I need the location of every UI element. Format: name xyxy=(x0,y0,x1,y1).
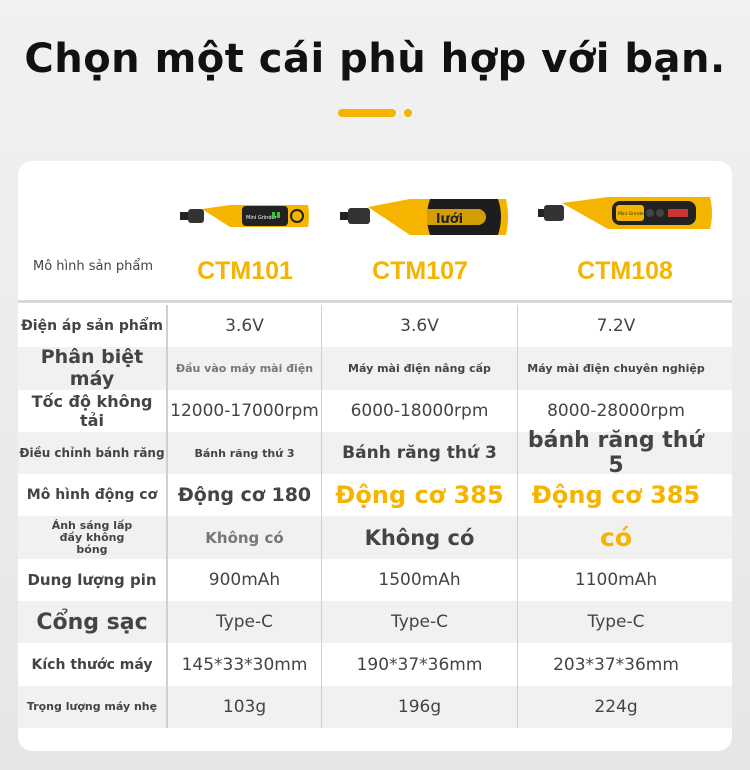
cell: 8000-28000rpm xyxy=(547,400,685,421)
cell: 203*37*36mm xyxy=(553,654,679,675)
table-row: Cổng sạc Type-C Type-C Type-C xyxy=(18,601,732,644)
cell: Không có xyxy=(168,516,322,559)
cell: 7.2V xyxy=(596,316,636,337)
table-row: Dung lượng pin 900mAh 1500mAh 1100mAh xyxy=(18,558,732,602)
table-row: Điều chỉnh bánh răng Bánh răng thứ 3 Bán… xyxy=(18,428,732,479)
header-label: Mô hình sản phẩm xyxy=(33,259,153,274)
table-row: Trọng lượng máy nhẹ 103g 196g 224g xyxy=(18,685,732,728)
ctm101-product-image: Mini Grinder xyxy=(180,205,309,227)
row-label: Ánh sáng lấp đầy không bóng xyxy=(18,516,168,559)
cell: Type-C xyxy=(322,601,518,644)
row-label: Dung lượng pin xyxy=(18,558,168,602)
cell: 1100mAh xyxy=(574,569,658,590)
cell: 3.6V xyxy=(168,305,322,348)
cell: 190*37*36mm xyxy=(322,643,518,686)
row-label: Điện áp sản phẩm xyxy=(18,305,168,348)
row-label: Kích thước máy xyxy=(18,643,168,686)
model-ctm107: CTM107 xyxy=(372,257,468,285)
row-label: Phân biệt máy xyxy=(18,346,168,390)
row-label: Trọng lượng máy nhẹ xyxy=(18,685,168,728)
row-label: Mô hình động cơ xyxy=(18,474,168,517)
cell: Máy mài điện chuyên nghiệp xyxy=(527,361,705,375)
table-row: Kích thước máy 145*33*30mm 190*37*36mm 2… xyxy=(18,643,732,686)
ctm107-product-image: lưới xyxy=(340,199,508,235)
cell: 12000-17000rpm xyxy=(168,389,322,432)
model-ctm108: CTM108 xyxy=(577,257,673,285)
table-row: Điện áp sản phẩm 3.6V 3.6V 7.2V xyxy=(18,305,732,348)
accent-dot xyxy=(404,109,412,117)
cell: 145*33*30mm xyxy=(168,643,322,686)
model-ctm101: CTM101 xyxy=(197,257,293,285)
cell: Động cơ 180 xyxy=(168,474,322,517)
cell: 3.6V xyxy=(322,305,518,348)
cell: 224g xyxy=(594,696,638,717)
table-row: Mô hình động cơ Động cơ 180 Động cơ 385 … xyxy=(18,474,732,517)
table-row: Phân biệt máy Đầu vào máy mài điện Máy m… xyxy=(18,346,732,390)
cell: Bánh răng thứ 3 xyxy=(322,431,518,475)
cell: Động cơ 385 xyxy=(322,474,518,517)
table-row: Ánh sáng lấp đầy không bóng Không có Khô… xyxy=(18,516,732,559)
comparison-table: Mini Grinder lưới Mini Grinder Mô hình s… xyxy=(18,161,732,751)
svg-text:Mini Grinder: Mini Grinder xyxy=(246,215,278,221)
cell: Bánh răng thứ 3 xyxy=(168,431,322,475)
cell: Đầu vào máy mài điện xyxy=(168,347,322,390)
table-header: Mini Grinder lưới Mini Grinder Mô hình s… xyxy=(18,161,732,303)
cell: có xyxy=(600,523,632,553)
row-label: Điều chỉnh bánh răng xyxy=(18,431,168,475)
svg-text:lưới: lưới xyxy=(436,212,463,227)
row-label: Tốc độ không tải xyxy=(18,389,168,432)
row-label: Cổng sạc xyxy=(18,601,168,644)
cell: 103g xyxy=(168,685,322,728)
cell: bánh răng thứ 5 xyxy=(527,428,705,479)
cell: Động cơ 385 xyxy=(531,481,701,510)
cell: 6000-18000rpm xyxy=(322,389,518,432)
svg-text:Mini Grinder: Mini Grinder xyxy=(618,211,646,217)
cell: 1500mAh xyxy=(322,558,518,602)
cell: 196g xyxy=(322,685,518,728)
cell: 900mAh xyxy=(168,558,322,602)
cell: Máy mài điện nâng cấp xyxy=(322,347,518,390)
page-title: Chọn một cái phù hợp với bạn. xyxy=(24,36,726,82)
cell: Type-C xyxy=(168,601,322,644)
ctm108-product-image: Mini Grinder xyxy=(538,197,712,229)
accent-dash xyxy=(338,109,396,117)
spec-rows: Điện áp sản phẩm 3.6V 3.6V 7.2V Phân biệ… xyxy=(18,305,732,728)
table-row: Tốc độ không tải 12000-17000rpm 6000-180… xyxy=(18,389,732,432)
cell: Type-C xyxy=(587,612,645,633)
cell: Không có xyxy=(322,516,518,559)
